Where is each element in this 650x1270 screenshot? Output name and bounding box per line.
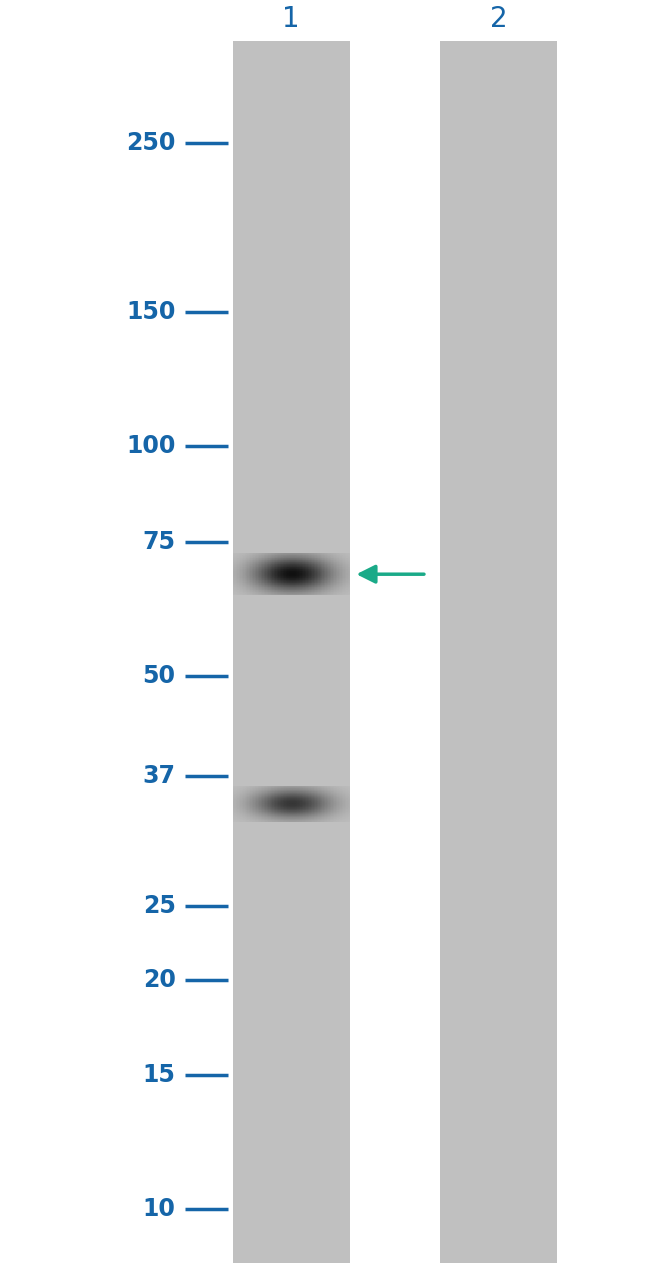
Bar [233, 41, 350, 1264]
Text: 75: 75 [142, 530, 176, 554]
Text: 50: 50 [142, 664, 176, 688]
Text: 100: 100 [126, 434, 176, 458]
Text: 37: 37 [142, 763, 176, 787]
Text: 250: 250 [126, 131, 176, 155]
Text: 10: 10 [142, 1198, 176, 1222]
Text: 15: 15 [142, 1063, 176, 1087]
Text: 150: 150 [126, 300, 176, 324]
Bar [439, 41, 557, 1264]
Text: 1: 1 [283, 5, 300, 33]
Text: 25: 25 [142, 894, 176, 918]
Text: 20: 20 [142, 968, 176, 992]
Text: 2: 2 [490, 5, 508, 33]
